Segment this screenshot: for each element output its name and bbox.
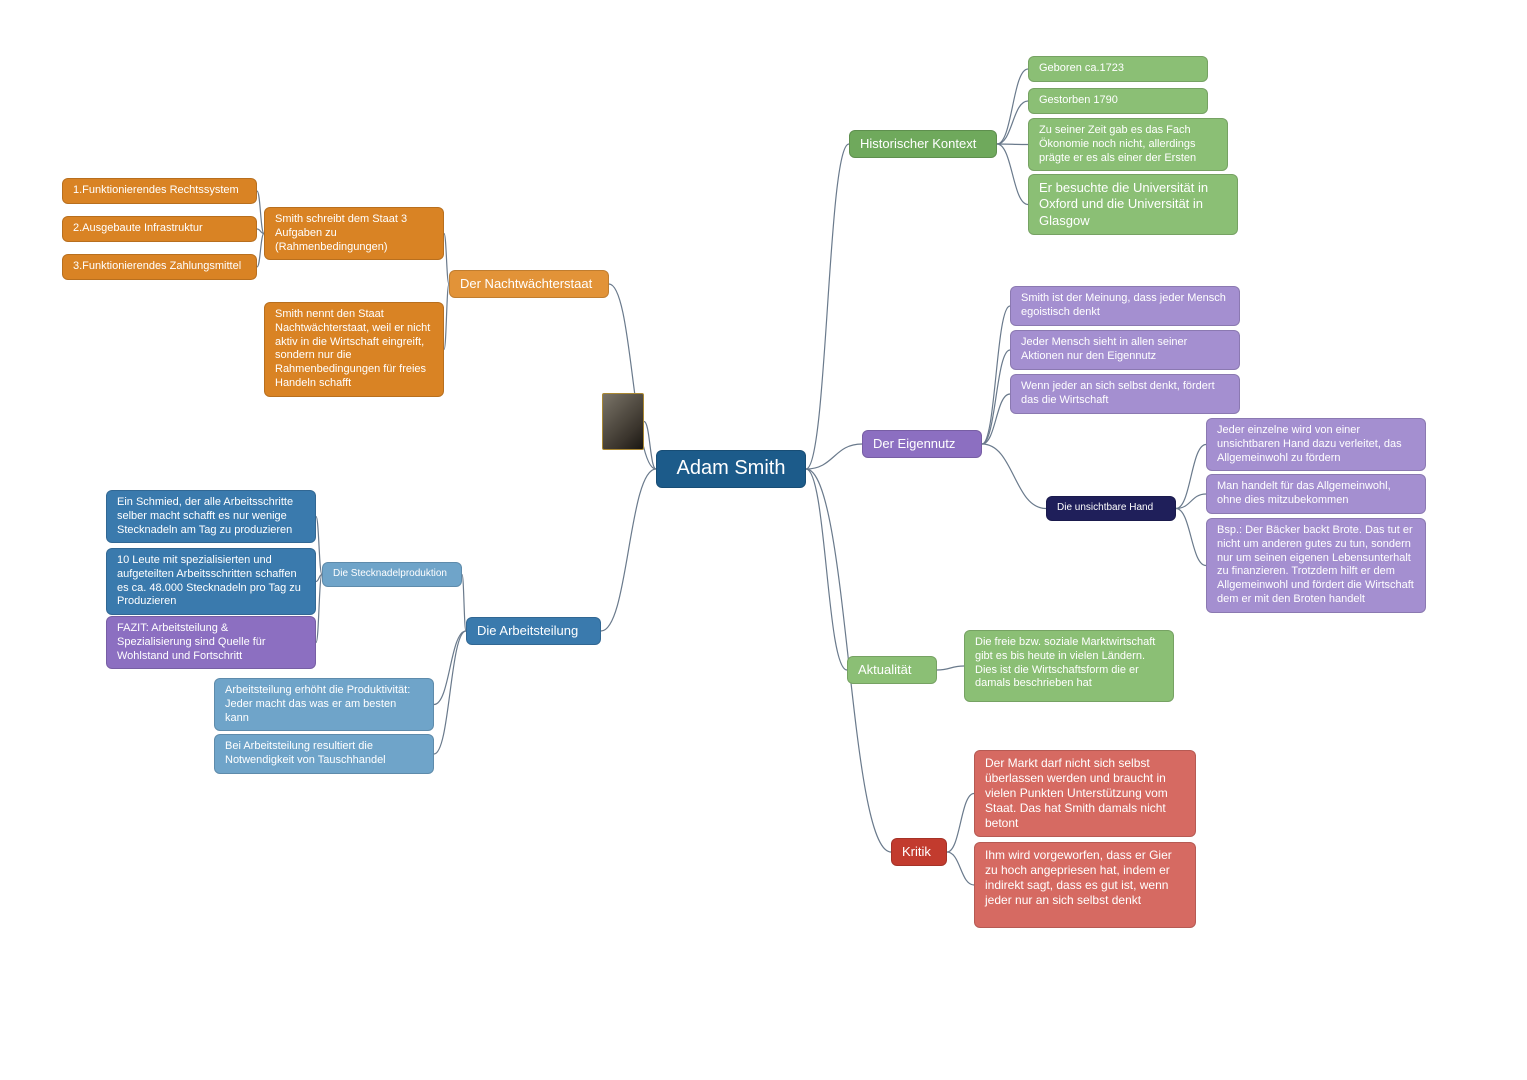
node-arbB[interactable]: Arbeitsteilung erhöht die Produktivität:…	[214, 678, 434, 731]
node-hist4[interactable]: Er besuchte die Universität in Oxford un…	[1028, 174, 1238, 235]
node-eigH[interactable]: Die unsichtbare Hand	[1046, 496, 1176, 521]
node-arb[interactable]: Die Arbeitsteilung	[466, 617, 601, 645]
portrait-image	[602, 393, 644, 450]
edge-nws1-nws1b	[257, 229, 264, 234]
edge-root-hist	[806, 144, 849, 469]
edge-hist-hist3	[997, 144, 1028, 145]
node-hist1[interactable]: Geboren ca.1723	[1028, 56, 1208, 82]
edge-eig-eig1	[982, 306, 1010, 444]
edge-arbA-arbA1	[316, 517, 322, 575]
node-nws1a[interactable]: 1.Funktionierendes Rechtssystem	[62, 178, 257, 204]
node-akt[interactable]: Aktualität	[847, 656, 937, 684]
node-hist3[interactable]: Zu seiner Zeit gab es das Fach Ökonomie …	[1028, 118, 1228, 171]
node-nws1b[interactable]: 2.Ausgebaute Infrastruktur	[62, 216, 257, 242]
node-nws[interactable]: Der Nachtwächterstaat	[449, 270, 609, 298]
edge-akt-akt1	[937, 666, 964, 670]
node-nws1c[interactable]: 3.Funktionierendes Zahlungsmittel	[62, 254, 257, 280]
node-arbA2[interactable]: 10 Leute mit spezialisierten und aufgete…	[106, 548, 316, 615]
node-arbC[interactable]: Bei Arbeitsteilung resultiert die Notwen…	[214, 734, 434, 774]
node-eigH1[interactable]: Jeder einzelne wird von einer unsichtbar…	[1206, 418, 1426, 471]
node-eigH2[interactable]: Man handelt für das Allgemeinwohl, ohne …	[1206, 474, 1426, 514]
edge-hist-hist2	[997, 101, 1028, 144]
node-eig1[interactable]: Smith ist der Meinung, dass jeder Mensch…	[1010, 286, 1240, 326]
edge-arbA-arbA3	[316, 575, 322, 643]
node-nws2[interactable]: Smith nennt den Staat Nachtwächterstaat,…	[264, 302, 444, 397]
node-nws1[interactable]: Smith schreibt dem Staat 3 Aufgaben zu (…	[264, 207, 444, 260]
node-eigH3[interactable]: Bsp.: Der Bäcker backt Brote. Das tut er…	[1206, 518, 1426, 613]
edge-eig-eigH	[982, 444, 1046, 509]
edge-eig-eig3	[982, 394, 1010, 444]
edge-root-akt	[806, 469, 847, 670]
edge-hist-hist4	[997, 144, 1028, 205]
edge-root-eig	[806, 444, 862, 469]
edge-eig-eig2	[982, 350, 1010, 444]
node-eig3[interactable]: Wenn jeder an sich selbst denkt, fördert…	[1010, 374, 1240, 414]
node-arbA1[interactable]: Ein Schmied, der alle Arbeitsschritte se…	[106, 490, 316, 543]
edge-kri-kri2	[947, 852, 974, 885]
node-arbA3[interactable]: FAZIT: Arbeitsteilung & Spezialisierung …	[106, 616, 316, 669]
edge-eigH-eigH3	[1176, 509, 1206, 566]
edge-eigH-eigH1	[1176, 445, 1206, 509]
edge-nws1-nws1c	[257, 234, 264, 268]
edge-arb-arbB	[434, 631, 466, 705]
edge-nws-nws2	[444, 284, 449, 350]
node-eig2[interactable]: Jeder Mensch sieht in allen seiner Aktio…	[1010, 330, 1240, 370]
edge-hist-hist1	[997, 69, 1028, 144]
edge-root-arb	[601, 469, 656, 631]
mindmap-canvas: Adam Smith Der NachtwächterstaatSmith sch…	[0, 0, 1527, 1080]
edge-root-portrait	[644, 422, 656, 470]
node-hist[interactable]: Historischer Kontext	[849, 130, 997, 158]
node-arbA[interactable]: Die Stecknadelproduktion	[322, 562, 462, 587]
edge-arb-arbC	[434, 631, 466, 754]
edge-nws1-nws1a	[257, 191, 264, 234]
node-root[interactable]: Adam Smith	[656, 450, 806, 488]
node-kri2[interactable]: Ihm wird vorgeworfen, dass er Gier zu ho…	[974, 842, 1196, 928]
node-akt1[interactable]: Die freie bzw. soziale Marktwirtschaft g…	[964, 630, 1174, 702]
node-kri1[interactable]: Der Markt darf nicht sich selbst überlas…	[974, 750, 1196, 837]
edge-eigH-eigH2	[1176, 494, 1206, 509]
node-hist2[interactable]: Gestorben 1790	[1028, 88, 1208, 114]
edge-kri-kri1	[947, 794, 974, 853]
node-kri[interactable]: Kritik	[891, 838, 947, 866]
node-eig[interactable]: Der Eigennutz	[862, 430, 982, 458]
